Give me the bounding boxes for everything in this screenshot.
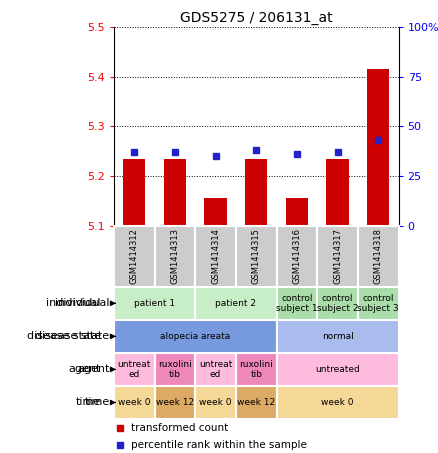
Bar	[245, 159, 268, 226]
Text: untreat
ed: untreat ed	[117, 360, 151, 379]
Text: GSM1414316: GSM1414316	[293, 228, 301, 284]
Text: GSM1414315: GSM1414315	[252, 228, 261, 284]
Bar	[155, 353, 195, 386]
Text: GSM1414314: GSM1414314	[211, 228, 220, 284]
Bar	[236, 386, 276, 419]
Text: patient 2: patient 2	[215, 299, 256, 308]
Bar	[276, 226, 317, 287]
Text: transformed count: transformed count	[131, 423, 228, 433]
Text: agent: agent	[77, 364, 110, 375]
Bar	[114, 386, 155, 419]
Text: GSM1414313: GSM1414313	[170, 228, 180, 284]
Text: disease state: disease state	[27, 331, 101, 342]
Bar	[195, 353, 236, 386]
Bar	[114, 226, 155, 287]
Text: ruxolini
tib: ruxolini tib	[158, 360, 192, 379]
Text: time: time	[75, 397, 101, 408]
Bar	[276, 386, 399, 419]
Bar	[114, 287, 195, 320]
Text: agent: agent	[68, 364, 101, 375]
Bar	[358, 287, 399, 320]
Text: untreat
ed: untreat ed	[199, 360, 232, 379]
Bar	[276, 353, 399, 386]
Title: GDS5275 / 206131_at: GDS5275 / 206131_at	[180, 11, 332, 25]
Bar	[114, 353, 155, 386]
Bar	[123, 159, 145, 226]
Bar	[195, 386, 236, 419]
Bar	[164, 159, 186, 226]
Text: disease state: disease state	[35, 331, 110, 342]
Bar	[155, 386, 195, 419]
Bar	[317, 226, 358, 287]
Bar	[195, 287, 276, 320]
Text: GSM1414312: GSM1414312	[130, 228, 139, 284]
Bar	[286, 198, 308, 226]
Text: normal: normal	[321, 332, 353, 341]
Text: individual: individual	[55, 298, 110, 308]
Bar	[205, 198, 227, 226]
Text: ruxolini
tib: ruxolini tib	[239, 360, 273, 379]
Bar	[317, 287, 358, 320]
Text: alopecia areata: alopecia areata	[160, 332, 230, 341]
Text: week 12: week 12	[237, 398, 276, 407]
Bar	[236, 353, 276, 386]
Bar	[358, 226, 399, 287]
Bar	[367, 69, 389, 226]
Bar	[195, 226, 236, 287]
Text: patient 1: patient 1	[134, 299, 175, 308]
Text: week 0: week 0	[118, 398, 151, 407]
Text: GSM1414318: GSM1414318	[374, 228, 383, 284]
Text: week 0: week 0	[199, 398, 232, 407]
Bar	[326, 159, 349, 226]
Bar	[236, 226, 276, 287]
Text: time: time	[84, 397, 110, 408]
Bar	[276, 320, 399, 353]
Bar	[114, 320, 276, 353]
Text: control
subject 1: control subject 1	[276, 294, 318, 313]
Bar	[276, 287, 317, 320]
Text: control
subject 2: control subject 2	[317, 294, 358, 313]
Bar	[155, 226, 195, 287]
Text: week 12: week 12	[156, 398, 194, 407]
Text: untreated: untreated	[315, 365, 360, 374]
Text: GSM1414317: GSM1414317	[333, 228, 342, 284]
Text: percentile rank within the sample: percentile rank within the sample	[131, 439, 307, 449]
Text: week 0: week 0	[321, 398, 354, 407]
Text: control
subject 3: control subject 3	[357, 294, 399, 313]
Text: individual: individual	[46, 298, 101, 308]
